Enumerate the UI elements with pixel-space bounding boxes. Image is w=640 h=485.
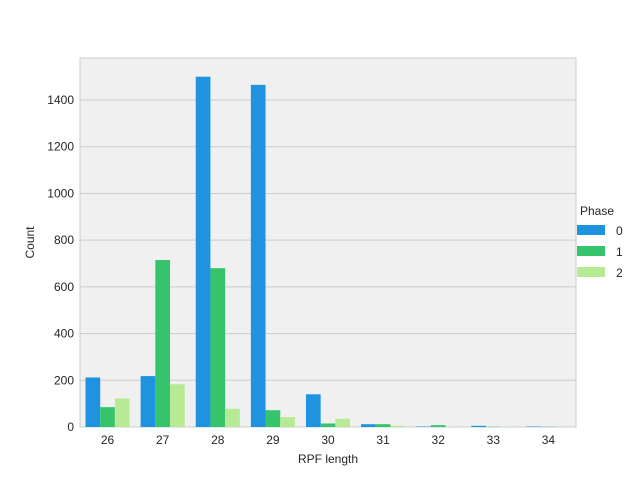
bar-phase-1-len-31 <box>376 424 391 427</box>
bar-phase-1-len-27 <box>155 260 170 427</box>
x-tick-label: 26 <box>101 433 115 447</box>
legend-swatch <box>577 267 605 277</box>
x-tick-label: 27 <box>156 433 170 447</box>
bar-phase-0-len-33 <box>471 426 486 427</box>
y-axis-label: Count <box>23 226 37 259</box>
bar-phase-1-len-28 <box>210 268 225 427</box>
legend-swatch <box>577 246 605 256</box>
legend-label: 0 <box>616 224 623 238</box>
bar-phase-0-len-28 <box>196 77 211 427</box>
x-tick-label: 29 <box>266 433 280 447</box>
x-axis-label: RPF length <box>298 452 358 466</box>
legend: Phase 0 1 2 <box>577 204 623 280</box>
x-tick-label: 32 <box>432 433 446 447</box>
bar-phase-0-len-30 <box>306 394 321 427</box>
bar-phase-1-len-26 <box>100 407 115 427</box>
y-tick-label: 1200 <box>47 140 74 154</box>
bar-phase-2-len-28 <box>225 409 240 427</box>
y-tick-label: 200 <box>54 373 74 387</box>
x-tick-label: 31 <box>376 433 390 447</box>
legend-label: 1 <box>616 245 623 259</box>
bar-phase-2-len-30 <box>335 419 350 427</box>
bar-phase-1-len-30 <box>321 423 336 427</box>
bar-phase-0-len-26 <box>86 377 101 427</box>
legend-title: Phase <box>580 204 614 218</box>
bar-phase-0-len-31 <box>361 424 376 427</box>
y-tick-label: 1000 <box>47 186 74 200</box>
y-tick-label: 0 <box>67 420 74 434</box>
bar-phase-2-len-31 <box>390 426 405 427</box>
y-ticks: 0 200 400 600 800 1000 1200 1400 <box>47 93 74 434</box>
bar-phase-0-len-29 <box>251 85 266 427</box>
x-tick-label: 30 <box>321 433 335 447</box>
x-tick-label: 28 <box>211 433 225 447</box>
y-tick-label: 400 <box>54 327 74 341</box>
y-tick-label: 1400 <box>47 93 74 107</box>
bar-phase-2-len-26 <box>115 399 130 427</box>
legend-label: 2 <box>616 266 623 280</box>
plot-area-background <box>80 58 576 427</box>
bar-phase-2-len-27 <box>170 384 185 427</box>
bar-phase-1-len-32 <box>431 425 446 427</box>
x-ticks: 26 27 28 29 30 31 32 33 34 <box>101 433 556 447</box>
legend-swatch <box>577 225 605 235</box>
x-tick-label: 34 <box>542 433 556 447</box>
y-tick-label: 600 <box>54 280 74 294</box>
bar-phase-2-len-29 <box>280 417 295 427</box>
x-tick-label: 33 <box>487 433 501 447</box>
y-tick-label: 800 <box>54 233 74 247</box>
bar-phase-0-len-27 <box>141 376 156 427</box>
bar-phase-1-len-29 <box>266 410 281 427</box>
